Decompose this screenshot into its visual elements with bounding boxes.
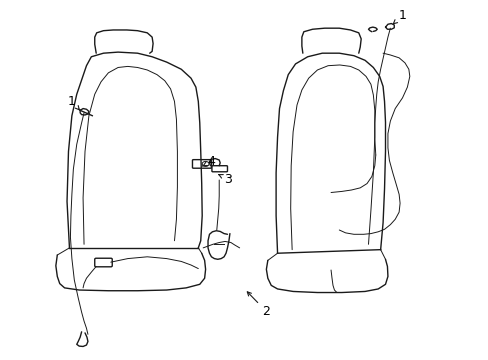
Text: 1: 1 (392, 9, 406, 24)
FancyBboxPatch shape (95, 258, 112, 267)
Text: 1: 1 (68, 95, 79, 110)
Text: 3: 3 (218, 173, 232, 186)
Text: 2: 2 (247, 292, 270, 318)
Text: 4: 4 (202, 155, 215, 168)
FancyBboxPatch shape (211, 166, 227, 172)
FancyBboxPatch shape (192, 159, 211, 168)
Circle shape (202, 161, 208, 166)
